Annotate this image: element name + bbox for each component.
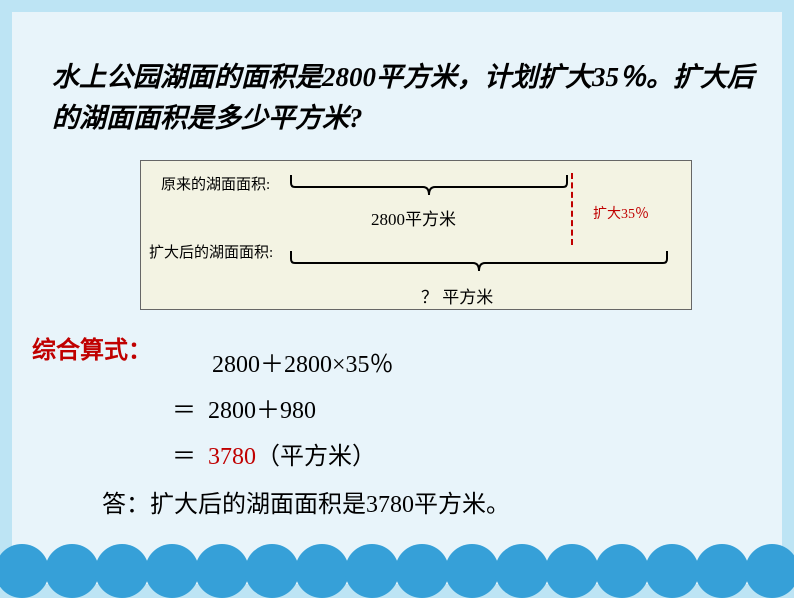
wave-circle [45,544,99,598]
wave-circle [745,544,794,598]
question-text: 水上公园湖面的面积是2800平方米，计划扩大35％。扩大后的湖面面积是多少平方米… [52,57,762,138]
wave-decoration [0,548,794,598]
calc-line-3: ＝ 3780（平方米） [172,436,376,471]
wave-circle [0,544,49,598]
dashed-divider [571,173,573,245]
wave-circle [195,544,249,598]
wave-circle [595,544,649,598]
eq-sign: ＝ [172,398,196,424]
result-value: 3780 [208,444,256,470]
wave-circle [695,544,749,598]
result-unit: （平方米） [256,444,376,470]
brace-top [289,173,569,203]
formula-label: 综合算式： [32,330,152,365]
wave-circle [245,544,299,598]
label-expanded: 扩大后的湖面面积: [149,241,273,262]
brace-bottom [289,249,669,279]
wave-circle [295,544,349,598]
value-2800: 2800平方米 [371,205,456,230]
eq-sign: ＝ [172,444,196,470]
calc-line-2-val: 2800＋980 [208,398,316,424]
wave-circle [145,544,199,598]
wave-circle [445,544,499,598]
wave-circle [95,544,149,598]
answer-text: 答：扩大后的湖面面积是3780平方米。 [102,484,510,519]
calc-line-2: ＝ 2800＋980 [172,390,316,425]
calc-line-1: 2800＋2800×35％ [212,344,394,379]
content-panel: 水上公园湖面的面积是2800平方米，计划扩大35％。扩大后的湖面面积是多少平方米… [12,12,782,584]
wave-circle [495,544,549,598]
wave-circle [545,544,599,598]
label-original: 原来的湖面面积: [161,173,270,194]
value-question: ？ 平方米 [421,283,493,308]
diagram-box: 原来的湖面面积: 2800平方米 扩大35％ 扩大后的湖面面积: ？ 平方米 [140,160,692,310]
wave-circle [345,544,399,598]
wave-circle [645,544,699,598]
expand-label: 扩大35％ [593,203,649,223]
wave-circle [395,544,449,598]
